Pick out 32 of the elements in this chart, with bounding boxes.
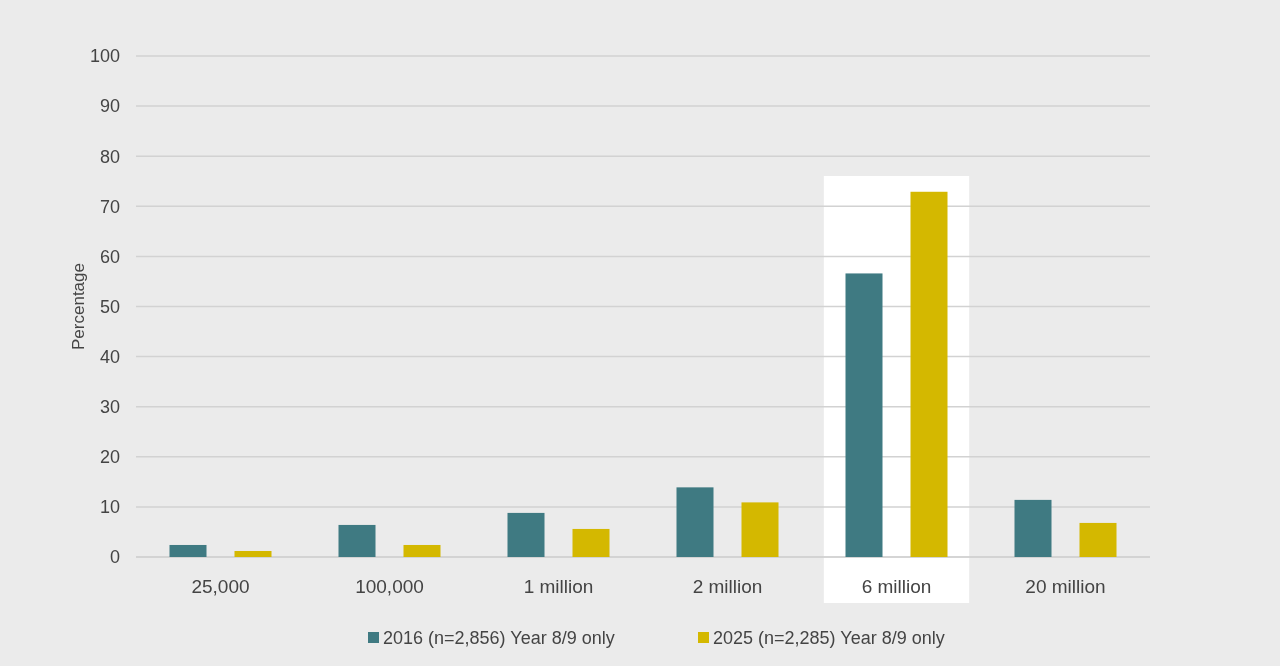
x-tick-label: 20 million — [1025, 576, 1106, 597]
y-tick-label: 30 — [99, 397, 120, 417]
y-tick-label: 50 — [99, 296, 120, 317]
y-tick-label: 20 — [99, 447, 120, 468]
bar — [910, 191, 948, 557]
bar — [338, 524, 376, 557]
bar — [234, 550, 272, 557]
bar — [507, 512, 545, 557]
bar — [1014, 499, 1052, 557]
y-tick-label: 90 — [99, 96, 120, 117]
bar — [169, 544, 207, 557]
y-tick-label: 10 — [99, 497, 120, 518]
bar — [403, 544, 441, 557]
x-tick-label: 100,000 — [355, 576, 424, 597]
x-tick-label: 1 million — [523, 576, 594, 597]
y-tick-label: 0 — [109, 547, 120, 568]
y-tick-label: 100 — [89, 46, 120, 67]
x-tick-label: 6 million — [861, 576, 932, 597]
bar — [1079, 522, 1117, 557]
legend-label: 2016 (n=2,856) Year 8/9 only — [383, 628, 615, 649]
bar — [845, 273, 883, 557]
y-tick-label: 60 — [99, 246, 120, 267]
x-tick-label: 25,000 — [191, 576, 250, 597]
y-axis-title: Percentage — [69, 263, 88, 350]
y-tick-label: 70 — [99, 196, 120, 217]
y-tick-label: 40 — [99, 346, 120, 367]
bar — [676, 487, 714, 557]
bar — [741, 502, 779, 557]
bar — [572, 528, 610, 557]
x-tick-label: 2 million — [692, 576, 763, 597]
legend-label: 2025 (n=2,285) Year 8/9 only — [713, 628, 945, 649]
y-tick-label: 80 — [99, 146, 120, 167]
